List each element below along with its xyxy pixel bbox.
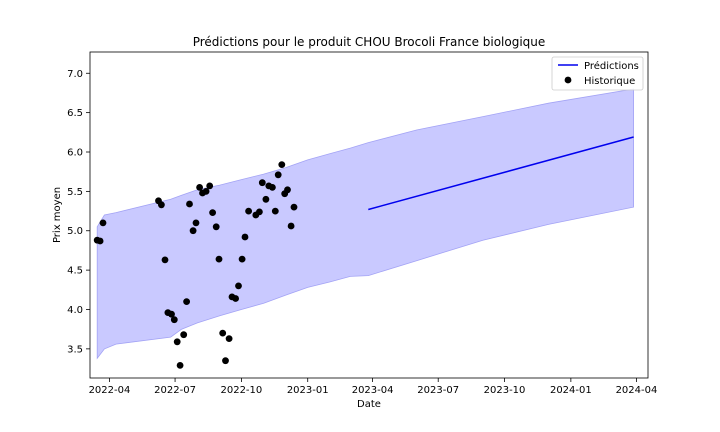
history-point <box>287 222 295 230</box>
prediction-line-layer <box>368 136 634 211</box>
history-point <box>206 182 214 190</box>
history-point <box>269 184 276 191</box>
history-point <box>99 219 107 227</box>
history-point <box>262 195 270 203</box>
plot-frame <box>89 51 649 379</box>
prediction-interval-band <box>96 88 634 360</box>
legend-prediction-label: Prédictions <box>584 60 639 72</box>
y-tick-label: 3.5 <box>67 344 83 355</box>
prediction-interval-layer <box>96 88 634 360</box>
history-point <box>176 362 184 369</box>
history-point <box>238 255 246 263</box>
history-point <box>212 223 220 231</box>
x-tick-label: 2023-07 <box>417 385 459 396</box>
history-point <box>209 209 217 217</box>
history-point <box>219 329 227 337</box>
history-point <box>222 357 229 365</box>
y-tick-label: 5.0 <box>67 226 83 237</box>
history-points-layer <box>93 161 298 369</box>
history-point <box>168 310 175 318</box>
history-point <box>189 227 197 235</box>
history-point <box>196 184 204 191</box>
y-axis: 3.5 4.0 4.5 5.0 5.5 6.0 6.5 7.0 <box>67 69 90 355</box>
x-tick-label: 2022-10 <box>220 385 262 396</box>
x-axis: 2022-04 2022-07 2022-10 2023-01 2023-04 2023-… <box>89 378 658 396</box>
history-point <box>170 316 178 324</box>
history-point <box>158 201 165 209</box>
y-tick-label: 6.5 <box>67 108 83 119</box>
y-tick-label: 6.0 <box>67 148 83 159</box>
y-tick-label: 4.5 <box>67 266 83 277</box>
legend-history-label: Historique <box>584 76 635 87</box>
x-tick-label: 2023-01 <box>287 385 329 396</box>
prediction-line <box>368 136 634 211</box>
history-point <box>161 256 169 264</box>
history-point <box>274 171 282 179</box>
legend: Prédictions Historique <box>551 56 644 91</box>
x-tick-label: 2022-04 <box>89 385 131 396</box>
history-point <box>180 331 188 339</box>
x-tick-label: 2024-04 <box>616 385 658 396</box>
chart-title: Prédictions pour le produit CHOU Brocoli… <box>193 35 546 49</box>
legend-history-swatch <box>564 76 572 84</box>
history-point <box>202 188 210 195</box>
x-tick-label: 2023-04 <box>352 385 394 396</box>
y-tick-label: 4.0 <box>67 305 83 316</box>
x-tick-label: 2022-07 <box>154 385 196 396</box>
y-axis-label: Prix moyen <box>52 187 63 243</box>
x-tick-label: 2024-01 <box>550 385 592 396</box>
history-point <box>271 207 279 215</box>
history-point <box>192 219 200 227</box>
history-point <box>235 282 242 290</box>
history-point <box>258 179 266 187</box>
y-tick-label: 7.0 <box>67 69 83 80</box>
history-point <box>290 203 298 211</box>
history-point <box>225 335 233 342</box>
history-point <box>232 295 240 302</box>
history-point <box>241 233 249 241</box>
x-tick-label: 2023-10 <box>484 385 526 396</box>
history-point <box>183 298 191 305</box>
history-point <box>245 207 253 215</box>
history-point <box>186 200 193 208</box>
history-point <box>173 338 181 346</box>
history-point <box>278 161 286 169</box>
x-axis-label: Date <box>357 399 381 410</box>
history-point <box>215 255 223 263</box>
history-point <box>284 186 291 194</box>
y-tick-label: 5.5 <box>67 187 83 198</box>
history-point <box>96 237 104 245</box>
history-point <box>256 208 263 216</box>
